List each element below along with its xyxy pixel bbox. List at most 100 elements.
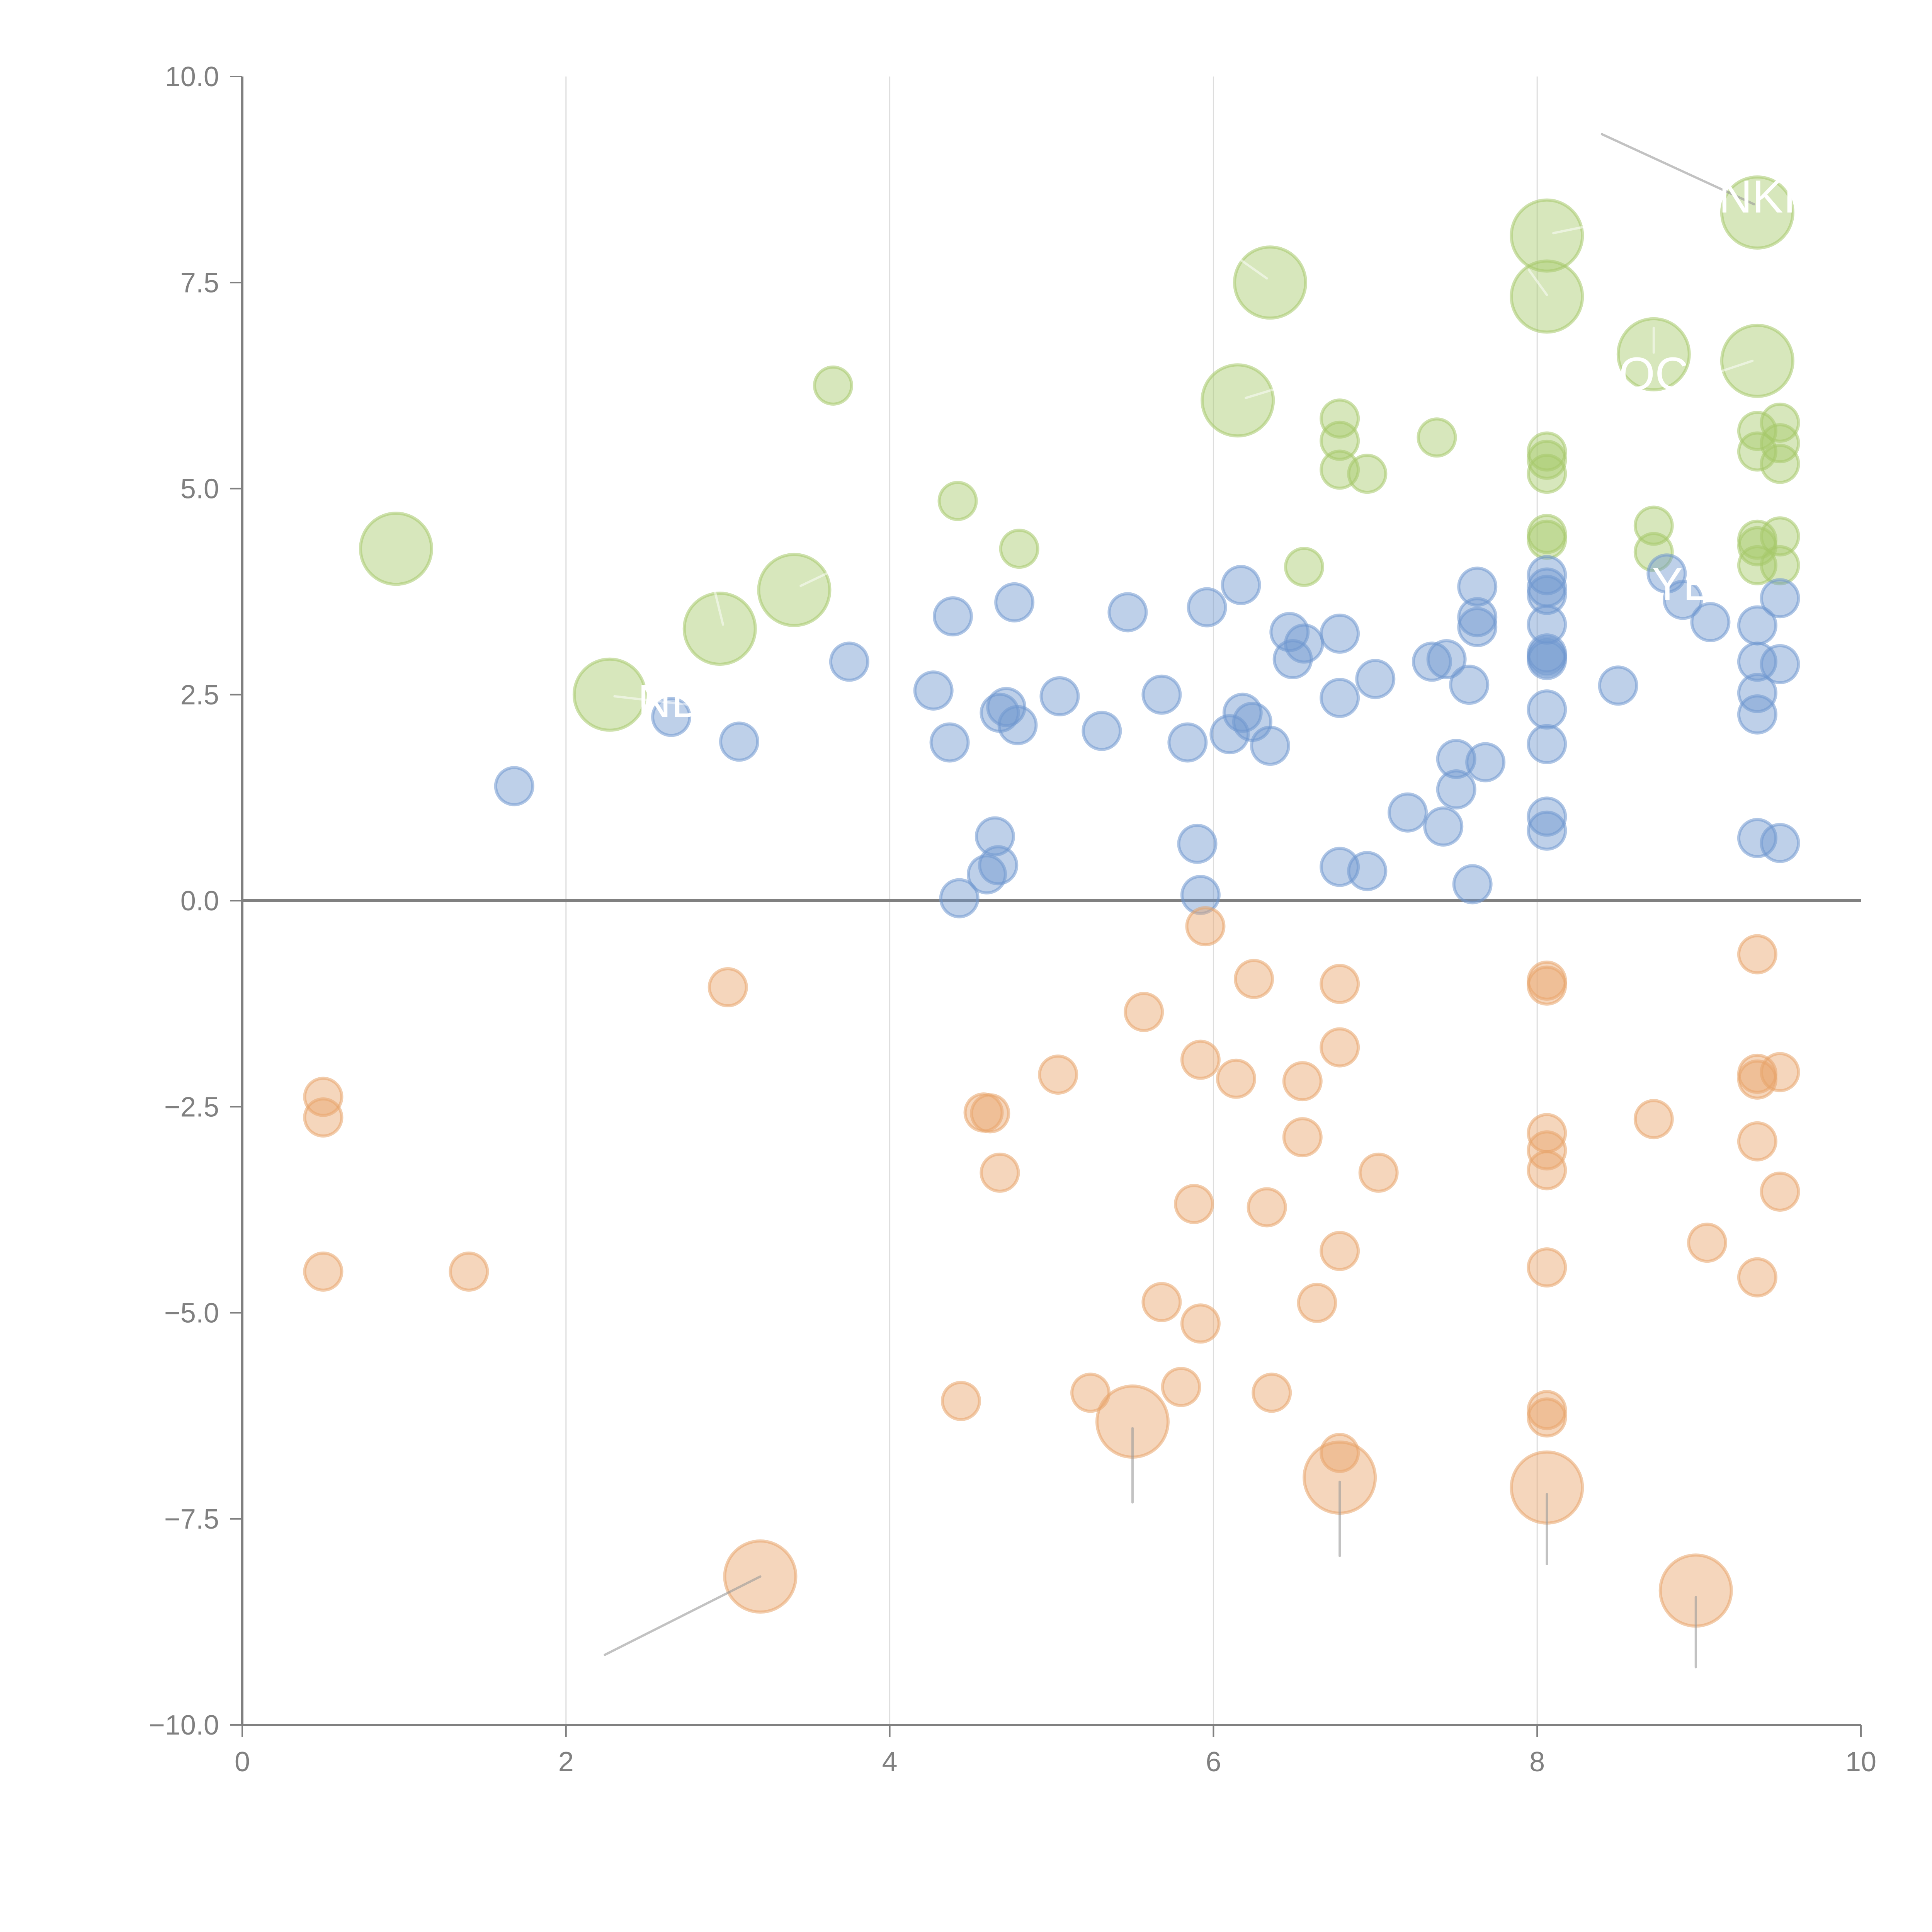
point-orange-50 — [1760, 1052, 1800, 1092]
leader-line-0 — [1600, 133, 1755, 206]
point-orange-29 — [1320, 1231, 1360, 1271]
point-blue-23 — [1209, 714, 1250, 755]
point-green-32 — [1760, 402, 1800, 443]
point-orange-25 — [1282, 1117, 1323, 1158]
point-green-0 — [359, 512, 433, 586]
point-orange-19 — [1185, 906, 1226, 947]
point-blue-4 — [913, 670, 954, 711]
point-blue-41 — [1436, 769, 1476, 810]
point-blue-7 — [939, 878, 980, 918]
point-blue-42 — [1449, 665, 1490, 705]
x-tick-label: 0 — [235, 1747, 250, 1777]
point-blue-20 — [1177, 823, 1218, 864]
point-green-4 — [813, 365, 853, 406]
point-blue-40 — [1436, 739, 1476, 779]
point-orange-3 — [449, 1251, 489, 1292]
point-blue-30 — [1284, 623, 1324, 664]
point-blue-61 — [1663, 580, 1703, 620]
point-blue-69 — [1760, 644, 1800, 684]
point-blue-38 — [1426, 639, 1467, 680]
point-blue-51 — [1527, 604, 1567, 645]
point-blue-16 — [1082, 711, 1122, 751]
point-blue-17 — [1107, 592, 1148, 633]
point-orange-11 — [1070, 1372, 1111, 1413]
point-green-26 — [1720, 323, 1794, 398]
point-green-18 — [1527, 439, 1567, 480]
y-tick-label: 2.5 — [180, 680, 219, 711]
point-blue-3 — [829, 641, 869, 682]
point-blue-32 — [1320, 678, 1360, 718]
point-orange-9 — [980, 1152, 1020, 1193]
point-blue-37 — [1412, 641, 1452, 682]
point-blue-22 — [1187, 587, 1227, 628]
x-tick-label: 10 — [1845, 1747, 1876, 1777]
point-orange-15 — [1161, 1367, 1201, 1407]
y-tick-label: −7.5 — [164, 1504, 219, 1535]
point-orange-45 — [1737, 934, 1777, 975]
point-blue-56 — [1527, 724, 1567, 764]
leader-line-11 — [1552, 223, 1595, 235]
axes — [241, 77, 1861, 1726]
point-blue-15 — [1039, 676, 1080, 717]
point-orange-8 — [970, 1093, 1010, 1134]
point-blue-44 — [1457, 566, 1498, 607]
point-blue-57 — [1527, 796, 1567, 837]
point-blue-18 — [1141, 674, 1182, 715]
point-blue-46 — [1457, 607, 1498, 647]
point-green-21 — [1527, 519, 1567, 560]
point-blue-21 — [1180, 875, 1221, 915]
point-green-7 — [1201, 363, 1275, 438]
point-green-14 — [1417, 417, 1457, 458]
y-tick-label: −10.0 — [149, 1710, 219, 1741]
x-tick-label: 6 — [1206, 1747, 1221, 1777]
x-axis-ticks: 0 2 4 6 8 10 — [235, 1725, 1876, 1777]
point-blue-36 — [1388, 792, 1428, 833]
point-orange-40 — [1527, 1397, 1567, 1438]
point-blue-68 — [1760, 578, 1800, 619]
data-points — [303, 175, 1800, 1628]
point-blue-50 — [1527, 575, 1567, 615]
point-orange-20 — [1216, 1058, 1257, 1099]
point-label: YE — [1652, 558, 1714, 610]
point-blue-55 — [1527, 689, 1567, 730]
point-orange-48 — [1737, 1121, 1777, 1162]
point-blue-24 — [1221, 565, 1261, 605]
point-green-22 — [1616, 317, 1691, 391]
point-green-5 — [937, 481, 978, 521]
leader-line-12 — [1528, 269, 1548, 296]
point-orange-24 — [1282, 1061, 1323, 1102]
point-labels: NKI ND YE OC IA — [638, 171, 1796, 1562]
x-tick-label: 8 — [1529, 1747, 1545, 1777]
point-green-13 — [1347, 454, 1388, 494]
point-orange-0 — [303, 1077, 344, 1117]
point-green-9 — [1284, 547, 1324, 587]
point-blue-1 — [651, 697, 692, 737]
point-orange-49 — [1737, 1257, 1777, 1298]
point-orange-23 — [1252, 1372, 1292, 1413]
point-blue-66 — [1737, 694, 1777, 735]
y-tick-label: 0.0 — [180, 886, 219, 917]
point-orange-42 — [1633, 1099, 1674, 1139]
point-green-8 — [1233, 245, 1308, 320]
point-orange-4 — [707, 967, 748, 1007]
point-blue-58 — [1527, 810, 1567, 851]
point-green-24 — [1633, 532, 1674, 572]
y-tick-label: 7.5 — [180, 267, 219, 298]
point-green-33 — [1760, 423, 1800, 464]
point-green-27 — [1737, 411, 1777, 451]
point-orange-13 — [1124, 992, 1164, 1032]
point-green-35 — [1760, 516, 1800, 557]
point-blue-10 — [978, 845, 1019, 886]
y-axis-ticks: 10.0 7.5 5.0 2.5 0.0 −2.5 −5.0 −7.5 −10.0 — [149, 61, 242, 1741]
point-blue-54 — [1527, 640, 1567, 680]
point-blue-5 — [929, 722, 970, 763]
point-blue-39 — [1423, 806, 1464, 847]
point-orange-1 — [303, 1097, 344, 1138]
point-orange-22 — [1247, 1187, 1287, 1228]
point-orange-38 — [1527, 1247, 1567, 1288]
leader-line-7 — [714, 590, 724, 626]
point-orange-18 — [1180, 1303, 1221, 1344]
leader-line-1 — [604, 1575, 762, 1656]
point-orange-32 — [1358, 1152, 1399, 1193]
point-orange-21 — [1234, 959, 1274, 999]
